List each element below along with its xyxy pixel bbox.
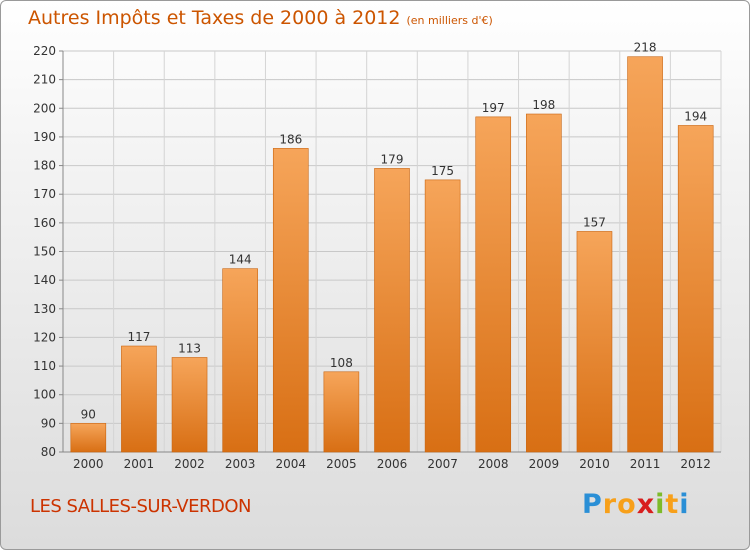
x-tick-label: 2001 bbox=[124, 457, 155, 471]
bar bbox=[272, 148, 309, 453]
bar bbox=[70, 423, 107, 453]
bar-value-label: 179 bbox=[381, 152, 404, 166]
x-tick-label: 2004 bbox=[275, 457, 306, 471]
chart-title-block: Autres Impôts et Taxes de 2000 à 2012 (en… bbox=[28, 7, 493, 29]
bar-value-label: 175 bbox=[431, 164, 454, 178]
x-tick-label: 2007 bbox=[427, 457, 458, 471]
chart-unit: (en milliers d'€) bbox=[406, 14, 493, 27]
y-tick-label: 200 bbox=[33, 101, 56, 115]
y-tick-label: 80 bbox=[41, 445, 56, 459]
y-tick-label: 110 bbox=[33, 359, 56, 373]
y-tick-label: 100 bbox=[33, 388, 56, 402]
bar bbox=[121, 345, 157, 453]
logo-letter: t bbox=[665, 489, 680, 520]
bar-value-label: 198 bbox=[532, 98, 555, 112]
logo-letter: x bbox=[636, 489, 656, 520]
logo-letter: i bbox=[679, 489, 690, 520]
y-tick-label: 90 bbox=[41, 416, 56, 430]
bar bbox=[526, 113, 562, 453]
x-tick-label: 2010 bbox=[579, 457, 610, 471]
bar bbox=[323, 371, 360, 453]
x-tick-label: 2002 bbox=[174, 457, 205, 471]
y-tick-label: 160 bbox=[33, 216, 56, 230]
y-tick-label: 120 bbox=[33, 330, 56, 344]
proxiti-logo[interactable]: Proxiti bbox=[582, 489, 690, 520]
bar bbox=[475, 116, 512, 453]
y-tick-label: 140 bbox=[33, 273, 56, 287]
bar-value-label: 197 bbox=[482, 101, 505, 115]
bar-value-label: 90 bbox=[81, 407, 96, 421]
y-tick-label: 180 bbox=[33, 159, 56, 173]
bar-value-label: 157 bbox=[583, 215, 606, 229]
bar bbox=[627, 56, 663, 453]
x-tick-label: 2012 bbox=[680, 457, 711, 471]
logo-letter: i bbox=[655, 489, 666, 520]
bar bbox=[576, 231, 613, 453]
y-tick-label: 220 bbox=[33, 44, 56, 58]
bar-value-label: 218 bbox=[634, 41, 657, 55]
x-tick-label: 2003 bbox=[225, 457, 256, 471]
bar-value-label: 117 bbox=[127, 330, 150, 344]
bar bbox=[222, 268, 258, 453]
bar-value-label: 194 bbox=[684, 109, 707, 123]
bar-value-label: 108 bbox=[330, 356, 353, 370]
bar bbox=[171, 357, 208, 453]
x-tick-label: 2006 bbox=[377, 457, 408, 471]
x-tick-label: 2011 bbox=[630, 457, 661, 471]
logo-letter: o bbox=[617, 489, 637, 520]
logo-letter: P bbox=[582, 489, 603, 520]
logo-letter: r bbox=[602, 489, 618, 520]
chart-title: Autres Impôts et Taxes de 2000 à 2012 bbox=[28, 7, 401, 29]
y-tick-label: 210 bbox=[33, 73, 56, 87]
y-tick-label: 190 bbox=[33, 130, 56, 144]
x-tick-label: 2005 bbox=[326, 457, 357, 471]
y-tick-label: 170 bbox=[33, 187, 56, 201]
y-tick-label: 150 bbox=[33, 245, 56, 259]
bar bbox=[424, 179, 461, 453]
bar-value-label: 186 bbox=[279, 132, 302, 146]
bar bbox=[677, 125, 714, 453]
bar-value-label: 113 bbox=[178, 341, 201, 355]
y-tick-label: 130 bbox=[33, 302, 56, 316]
x-tick-label: 2008 bbox=[478, 457, 509, 471]
x-tick-label: 2000 bbox=[73, 457, 104, 471]
bar bbox=[374, 168, 410, 453]
bar-value-label: 144 bbox=[229, 253, 252, 267]
commune-name: LES SALLES-SUR-VERDON bbox=[30, 496, 251, 517]
x-tick-label: 2009 bbox=[529, 457, 560, 471]
